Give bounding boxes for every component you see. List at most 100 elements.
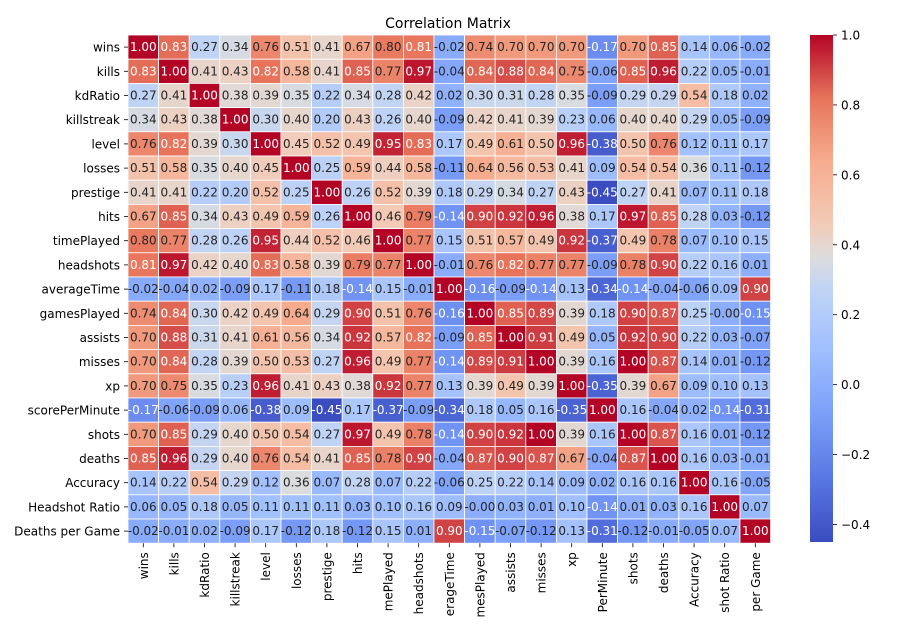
cell-value-label: -0.14 xyxy=(342,282,373,296)
heatmap-cell xyxy=(739,252,772,278)
heatmap-cell xyxy=(739,155,772,181)
cell-value-label: -0.12 xyxy=(740,210,771,224)
cell-value-label: 0.90 xyxy=(650,258,677,272)
heatmap-cell xyxy=(617,179,649,205)
cell-value-label: 0.05 xyxy=(711,64,738,78)
cell-value-label: 0.17 xyxy=(252,524,279,538)
cell-value-label: 0.78 xyxy=(375,452,402,466)
cell-value-label: 0.09 xyxy=(436,500,463,514)
cell-value-label: 0.49 xyxy=(375,427,402,441)
cell-value-label: 1.00 xyxy=(344,210,371,224)
cell-value-label: 0.01 xyxy=(528,500,555,514)
cell-value-label: 0.96 xyxy=(252,379,279,393)
heatmap-cell xyxy=(249,107,282,133)
heatmap-cell xyxy=(249,252,282,278)
cell-value-label: 0.18 xyxy=(589,306,616,320)
column-label: killstreak xyxy=(229,552,243,606)
cell-value-label: 0.16 xyxy=(589,427,616,441)
cell-value-label: 0.41 xyxy=(314,40,341,54)
heatmap-cell xyxy=(280,373,313,399)
cell-value-label: 0.70 xyxy=(130,355,157,369)
cell-value-label: 0.29 xyxy=(650,89,677,103)
heatmap-cell xyxy=(494,518,527,544)
heatmap-cell xyxy=(372,324,404,350)
cell-value-label: -0.14 xyxy=(617,282,648,296)
cell-value-label: 0.91 xyxy=(528,331,555,345)
cell-value-label: 0.70 xyxy=(558,40,585,54)
heatmap-cell xyxy=(678,107,710,133)
cell-value-label: -0.09 xyxy=(434,113,465,127)
cell-value-label: 0.22 xyxy=(161,476,188,490)
heatmap-cell xyxy=(586,155,619,181)
cell-value-label: 0.83 xyxy=(130,64,157,78)
cell-value-label: 0.09 xyxy=(283,403,310,417)
cell-value-label: 0.35 xyxy=(558,89,585,103)
column-label: per Game xyxy=(749,552,763,611)
cell-value-label: 0.76 xyxy=(252,452,279,466)
cell-value-label: 0.39 xyxy=(558,355,585,369)
heatmap-cell xyxy=(586,494,619,520)
heatmap-cell xyxy=(647,349,680,375)
cell-value-label: 0.43 xyxy=(558,185,585,199)
heatmap-cell xyxy=(219,445,251,471)
cell-value-label: 0.26 xyxy=(222,234,249,248)
cell-value-label: 0.59 xyxy=(344,161,371,175)
cell-value-label: 0.87 xyxy=(528,452,555,466)
cell-value-label: -0.04 xyxy=(648,403,679,417)
heatmap-cell xyxy=(341,373,374,399)
heatmap-cell xyxy=(464,83,496,109)
colorbar-tick-label: 0.8 xyxy=(841,98,860,112)
cell-value-label: -0.14 xyxy=(434,355,465,369)
cell-value-label: 0.54 xyxy=(283,452,310,466)
cell-value-label: 0.90 xyxy=(405,452,432,466)
cell-value-label: 1.00 xyxy=(528,355,555,369)
cell-value-label: 0.49 xyxy=(252,210,279,224)
cell-value-label: 0.44 xyxy=(375,161,402,175)
cell-value-label: 0.44 xyxy=(283,234,310,248)
cell-value-label: 0.28 xyxy=(681,210,708,224)
cell-value-label: 0.58 xyxy=(283,258,310,272)
cell-value-label: 0.18 xyxy=(742,185,769,199)
heatmap-cell xyxy=(249,155,282,181)
cell-value-label: -0.35 xyxy=(587,379,618,393)
heatmap-cell xyxy=(341,494,374,520)
cell-value-label: 0.16 xyxy=(528,403,555,417)
cell-value-label: 0.82 xyxy=(252,64,279,78)
heatmap-cell xyxy=(647,34,680,60)
heatmap-cell xyxy=(739,470,772,496)
cell-value-label: -0.04 xyxy=(648,282,679,296)
heatmap-cell xyxy=(647,445,680,471)
cell-value-label: -0.34 xyxy=(587,282,618,296)
row-labels: wins kills kdRatio killstreak level losses pre… xyxy=(14,41,128,539)
cell-value-label: 0.06 xyxy=(589,113,616,127)
cell-value-label: 0.07 xyxy=(375,476,402,490)
column-label: mePlayed xyxy=(382,552,396,611)
cell-value-label: 0.42 xyxy=(467,113,494,127)
row-label: kills xyxy=(97,65,120,79)
cell-value-label: 0.09 xyxy=(711,282,738,296)
column-label: mesPlayed xyxy=(473,552,487,617)
cell-value-label: 0.17 xyxy=(742,137,769,151)
heatmap-cell xyxy=(525,83,557,109)
cell-value-label: -0.09 xyxy=(587,89,618,103)
heatmap-cell xyxy=(494,179,527,205)
column-label: misses xyxy=(535,552,549,593)
heatmap-cell xyxy=(678,252,710,278)
heatmap-cell xyxy=(586,58,619,84)
colorbar-tick-label: −0.4 xyxy=(841,518,870,532)
heatmap-cell xyxy=(709,397,741,423)
heatmap-cell xyxy=(586,300,619,326)
cell-value-label: 0.34 xyxy=(130,113,157,127)
cell-value-label: -0.09 xyxy=(740,113,771,127)
cell-value-label: 0.34 xyxy=(191,210,218,224)
heatmap-cell xyxy=(280,300,313,326)
cell-value-label: 0.29 xyxy=(681,113,708,127)
cell-value-label: 0.13 xyxy=(558,524,585,538)
heatmap-cell xyxy=(678,470,710,496)
heatmap-cell xyxy=(525,324,557,350)
cell-value-label: -0.16 xyxy=(434,306,465,320)
cell-value-label: 0.54 xyxy=(191,476,218,490)
cell-value-label: 0.85 xyxy=(344,64,371,78)
heatmap-cell xyxy=(433,397,466,423)
heatmap-cell xyxy=(433,131,466,157)
